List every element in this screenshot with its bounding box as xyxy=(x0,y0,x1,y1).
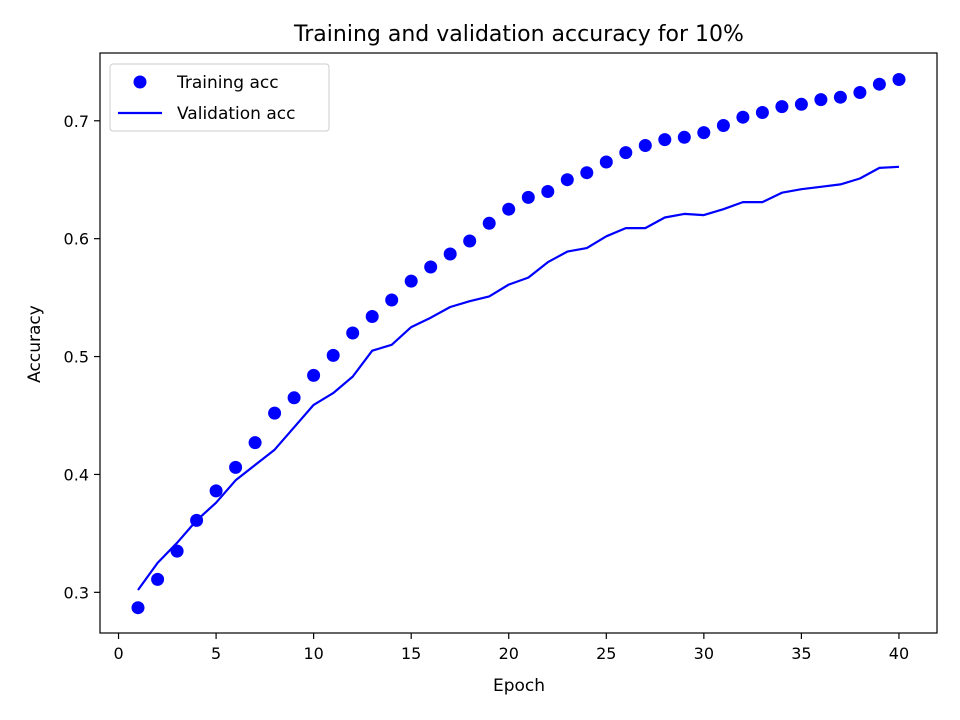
x-tick-label: 10 xyxy=(303,644,323,663)
training-acc-point xyxy=(170,544,184,558)
training-acc-point xyxy=(853,86,867,99)
training-acc-point xyxy=(736,110,750,124)
training-acc-point xyxy=(385,293,399,307)
training-acc-point xyxy=(209,484,223,498)
x-tick-label: 40 xyxy=(889,644,909,663)
x-axis-label: Epoch xyxy=(493,676,545,696)
training-acc-point xyxy=(131,601,145,615)
training-acc-point xyxy=(268,406,282,420)
training-acc-point xyxy=(716,119,730,132)
training-acc-point xyxy=(365,310,379,323)
chart-title: Training and validation accuracy for 10% xyxy=(293,22,744,47)
x-tick-label: 15 xyxy=(401,644,421,663)
legend-entry-label: Training acc xyxy=(176,73,279,93)
training-acc-point xyxy=(892,73,906,86)
y-tick-label: 0.7 xyxy=(64,112,89,131)
x-tick-label: 25 xyxy=(596,644,616,663)
training-acc-point xyxy=(248,436,262,450)
training-acc-point xyxy=(463,234,477,248)
x-axis: 0 5 10 15 20 25 30 35 40 xyxy=(113,633,909,663)
training-acc-point xyxy=(872,77,886,91)
legend-marker-swatch xyxy=(133,75,147,89)
x-tick-label: 20 xyxy=(499,644,519,663)
training-acc-point xyxy=(833,90,847,104)
training-acc-point xyxy=(560,173,574,187)
training-acc-point xyxy=(814,93,828,107)
training-acc-point xyxy=(151,572,165,586)
training-acc-point xyxy=(638,139,652,152)
x-tick-label: 0 xyxy=(113,644,123,663)
training-acc-point xyxy=(794,97,808,111)
training-acc-point xyxy=(697,126,711,140)
y-tick-label: 0.6 xyxy=(64,230,89,249)
y-axis: 0.3 0.4 0.5 0.6 0.7 xyxy=(64,112,100,602)
training-acc-point xyxy=(658,133,672,147)
x-tick-label: 35 xyxy=(791,644,811,663)
training-acc-point xyxy=(677,130,691,144)
training-acc-point xyxy=(424,260,438,274)
legend-entry-label: Validation acc xyxy=(177,104,295,124)
training-acc-point xyxy=(307,368,321,382)
training-acc-point xyxy=(599,155,613,169)
training-acc-point xyxy=(619,146,633,160)
training-acc-point xyxy=(580,166,594,180)
training-acc-point xyxy=(287,391,301,405)
training-acc-point xyxy=(326,348,340,362)
training-acc-point xyxy=(521,190,535,204)
y-tick-label: 0.3 xyxy=(64,583,89,602)
plot-area xyxy=(99,52,938,634)
training-acc-point xyxy=(755,106,769,119)
training-acc-point xyxy=(346,326,360,340)
training-acc-point xyxy=(404,274,418,288)
y-axis-label: Accuracy xyxy=(25,305,45,383)
training-acc-point xyxy=(229,460,243,474)
legend-box xyxy=(109,63,330,132)
axes-frame xyxy=(99,52,938,634)
x-tick-label: 5 xyxy=(211,644,221,663)
training-acc-point xyxy=(443,247,457,261)
x-tick-label: 30 xyxy=(694,644,714,663)
validation-acc-series-line xyxy=(137,165,900,591)
training-acc-point xyxy=(775,100,789,114)
training-acc-point xyxy=(502,202,516,216)
y-tick-label: 0.4 xyxy=(64,465,89,484)
training-acc-point xyxy=(541,185,555,198)
training-acc-point xyxy=(482,216,496,230)
legend: Training acc Validation acc xyxy=(109,63,330,132)
y-tick-label: 0.5 xyxy=(64,348,89,367)
